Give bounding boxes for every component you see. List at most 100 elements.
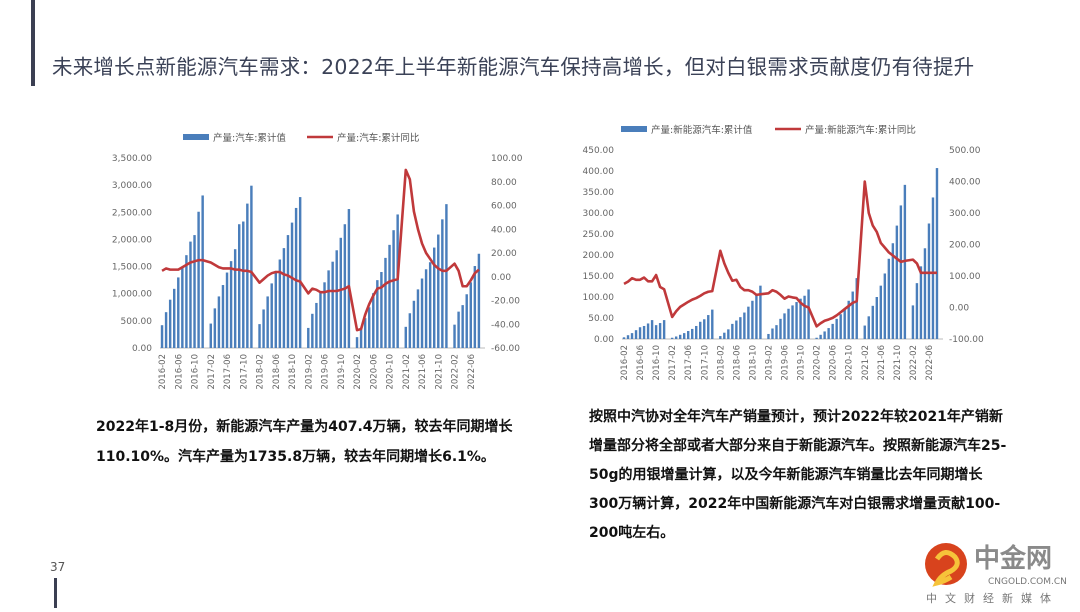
bar bbox=[384, 257, 387, 348]
bar bbox=[626, 335, 630, 339]
bar bbox=[339, 237, 342, 348]
bar bbox=[767, 333, 770, 339]
bar bbox=[819, 334, 822, 339]
bar bbox=[319, 292, 322, 348]
bar bbox=[863, 325, 866, 339]
bar bbox=[242, 221, 245, 348]
bar bbox=[875, 297, 878, 339]
bar bbox=[465, 294, 468, 348]
bar bbox=[803, 295, 806, 339]
yoy-line bbox=[623, 180, 937, 328]
bar bbox=[630, 333, 634, 339]
logo-name: 中金网 bbox=[974, 543, 1052, 574]
bar bbox=[185, 255, 188, 348]
x-tick-label: 2021-10 bbox=[893, 345, 903, 381]
y-left-tick-label: 3,000.00 bbox=[112, 181, 152, 191]
bar bbox=[795, 302, 798, 339]
legend-bar-swatch bbox=[621, 126, 647, 132]
bar bbox=[839, 314, 842, 339]
y-left-tick-label: 150.00 bbox=[583, 272, 615, 282]
x-tick-label: 2016-06 bbox=[174, 354, 184, 390]
bar bbox=[209, 323, 212, 348]
x-tick-label: 2020-02 bbox=[813, 345, 823, 381]
bar bbox=[282, 248, 286, 348]
bar bbox=[173, 288, 176, 348]
x-tick-label: 2020-10 bbox=[845, 345, 855, 381]
y-left-tick-label: 2,000.00 bbox=[112, 235, 152, 245]
x-tick-label: 2017-02 bbox=[207, 354, 217, 390]
bar bbox=[634, 330, 638, 339]
x-tick-label: 2017-06 bbox=[223, 354, 233, 390]
bar bbox=[396, 214, 399, 348]
y-left-tick-label: 50.00 bbox=[588, 314, 614, 324]
y-right-tick-label: -20.00 bbox=[491, 297, 520, 307]
bar bbox=[743, 312, 746, 339]
bar bbox=[270, 283, 273, 348]
bar bbox=[420, 278, 424, 348]
bar bbox=[622, 337, 626, 339]
bar bbox=[290, 222, 294, 348]
bar bbox=[315, 302, 318, 348]
bar bbox=[335, 250, 338, 348]
bar bbox=[368, 307, 371, 348]
bar bbox=[221, 285, 225, 348]
y-left-tick-label: 200.00 bbox=[583, 251, 615, 261]
bar bbox=[286, 235, 290, 348]
bar bbox=[682, 333, 686, 339]
bar bbox=[294, 207, 298, 348]
logo-tagline: 中文财经新媒体 bbox=[926, 591, 1059, 605]
bar bbox=[412, 300, 416, 348]
bar bbox=[691, 328, 694, 339]
y-left-tick-label: 300.00 bbox=[583, 209, 615, 219]
x-tick-label: 2016-06 bbox=[636, 345, 646, 381]
bar bbox=[658, 323, 662, 339]
bar bbox=[678, 334, 682, 339]
y-right-tick-label: 100.00 bbox=[491, 154, 523, 164]
bar bbox=[871, 305, 874, 339]
bar bbox=[250, 185, 253, 348]
bar bbox=[827, 328, 830, 339]
bar bbox=[225, 272, 229, 348]
bar bbox=[437, 234, 440, 348]
bar bbox=[238, 224, 241, 348]
x-tick-label: 2018-06 bbox=[732, 345, 742, 381]
y-left-tick-label: 500.00 bbox=[121, 317, 153, 327]
bar bbox=[477, 253, 481, 348]
bar bbox=[935, 168, 939, 339]
bar bbox=[650, 320, 654, 339]
bar bbox=[164, 312, 168, 348]
y-right-tick-label: 400.00 bbox=[949, 178, 981, 188]
bar bbox=[727, 329, 730, 339]
bar bbox=[181, 266, 184, 348]
x-tick-label: 2019-06 bbox=[781, 345, 791, 381]
bar bbox=[380, 272, 383, 348]
y-left-tick-label: 100.00 bbox=[583, 293, 615, 303]
x-tick-label: 2019-10 bbox=[337, 354, 347, 390]
x-tick-label: 2016-10 bbox=[652, 345, 662, 381]
bar bbox=[388, 244, 391, 348]
bar bbox=[355, 337, 359, 348]
y-left-tick-label: 350.00 bbox=[583, 188, 615, 198]
legend-line-label: 产量:新能源汽车:累计同比 bbox=[805, 124, 916, 136]
x-tick-label: 2022-02 bbox=[909, 345, 919, 381]
bar bbox=[416, 289, 420, 348]
logo-domain: CNGOLD.COM.CN bbox=[988, 577, 1067, 587]
bar bbox=[847, 300, 850, 339]
x-tick-label: 2017-06 bbox=[684, 345, 694, 381]
bar bbox=[831, 323, 834, 339]
x-tick-label: 2017-10 bbox=[700, 345, 710, 381]
bar bbox=[278, 259, 282, 348]
bar bbox=[217, 296, 221, 348]
x-tick-label: 2021-06 bbox=[418, 354, 428, 390]
left-paragraph: 2022年1-8月份，新能源汽车产量为407.4万辆，较去年同期增长110.10… bbox=[96, 419, 513, 465]
bar bbox=[323, 282, 326, 348]
bar bbox=[791, 305, 794, 339]
x-tick-label: 2018-02 bbox=[256, 354, 266, 390]
bar bbox=[707, 315, 710, 339]
legend-line-label: 产量:汽车:累计同比 bbox=[337, 132, 419, 144]
y-right-tick-label: -100.00 bbox=[949, 335, 984, 345]
bar bbox=[735, 320, 738, 339]
bar bbox=[428, 262, 432, 348]
bar bbox=[376, 280, 379, 348]
bar bbox=[787, 308, 790, 339]
